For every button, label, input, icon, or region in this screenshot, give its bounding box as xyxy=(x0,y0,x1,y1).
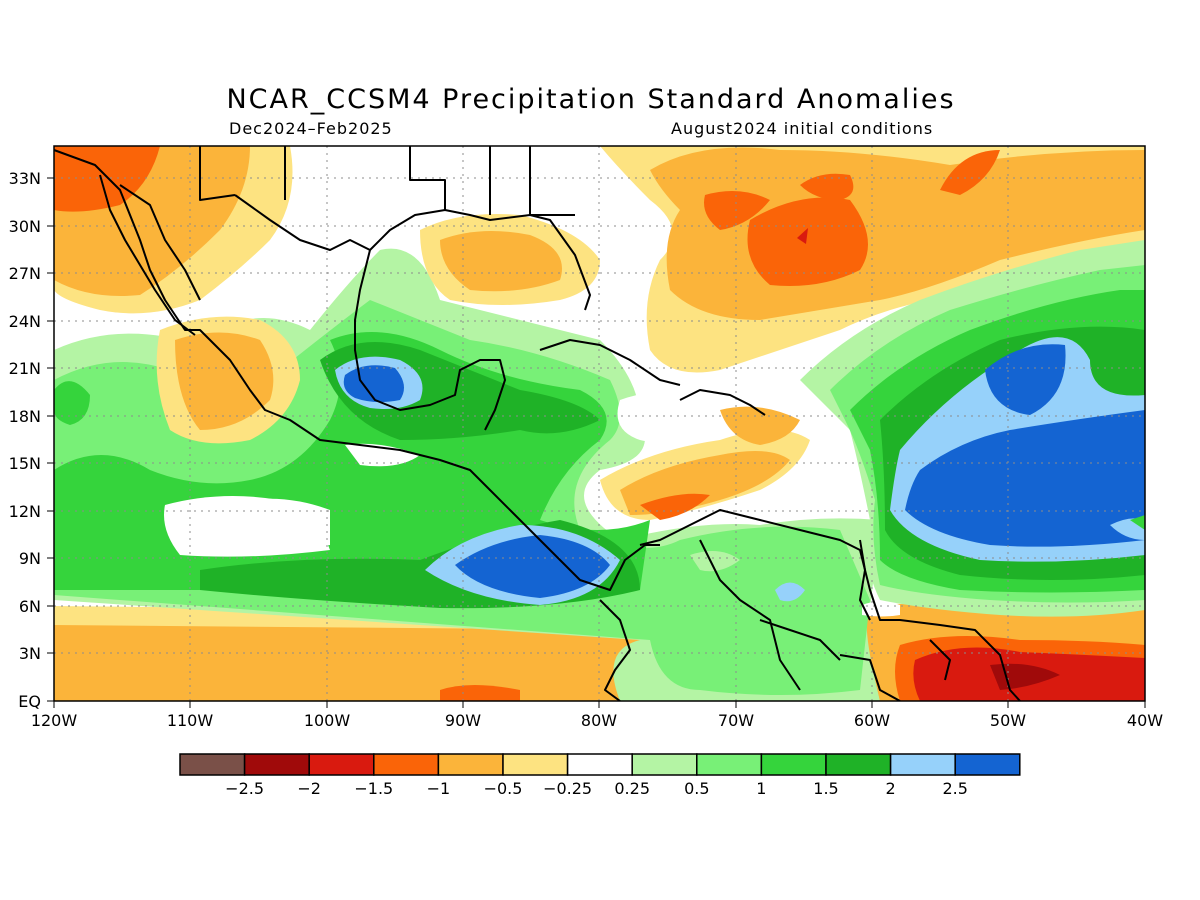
latitude-labels: 33N 30N 27N 24N 21N 18N 15N 12N 9N 6N 3N… xyxy=(9,169,41,711)
lat-label-30n: 30N xyxy=(9,217,41,236)
lon-label-90w: 90W xyxy=(445,711,481,730)
lat-label-3n: 3N xyxy=(19,644,41,663)
colorbar-swatch xyxy=(243,753,310,776)
colorbar-swatch xyxy=(631,753,698,776)
lon-label-80w: 80W xyxy=(581,711,617,730)
colorbar-swatch xyxy=(954,753,1021,776)
lon-label-100w: 100W xyxy=(304,711,351,730)
coastlines xyxy=(54,146,1021,701)
lon-label-110w: 110W xyxy=(167,711,214,730)
colorbar-labels: −2.5 −2 −1.5 −1 −0.5 −0.25 0.25 0.5 1 1.… xyxy=(225,779,968,798)
anomaly-field xyxy=(54,146,1145,701)
colorbar-label: 1 xyxy=(756,779,766,798)
colorbar-swatch xyxy=(825,753,892,776)
colorbar-swatch xyxy=(308,753,375,776)
lon-label-60w: 60W xyxy=(854,711,890,730)
colorbar-swatch xyxy=(760,753,827,776)
colorbar-label: −0.25 xyxy=(543,779,592,798)
lat-label-12n: 12N xyxy=(9,502,41,521)
colorbar: −2.5 −2 −1.5 −1 −0.5 −0.25 0.25 0.5 1 1.… xyxy=(179,753,1021,798)
colorbar-swatch xyxy=(696,753,763,776)
colorbar-label: 2 xyxy=(886,779,896,798)
lat-label-15n: 15N xyxy=(9,454,41,473)
lat-label-18n: 18N xyxy=(9,407,41,426)
lat-label-24n: 24N xyxy=(9,312,41,331)
colorbar-label: −0.5 xyxy=(484,779,523,798)
lon-label-40w: 40W xyxy=(1127,711,1163,730)
colorbar-swatch xyxy=(373,753,440,776)
lat-label-eq: EQ xyxy=(18,692,41,711)
colorbar-swatch xyxy=(179,753,246,776)
colorbar-label: 1.5 xyxy=(813,779,838,798)
longitude-labels: 120W 110W 100W 90W 80W 70W 60W 50W 40W xyxy=(31,711,1163,730)
colorbar-label: 0.25 xyxy=(614,779,650,798)
colorbar-swatch xyxy=(566,753,633,776)
colorbar-swatch xyxy=(437,753,504,776)
colorbar-label: 2.5 xyxy=(942,779,967,798)
lat-label-27n: 27N xyxy=(9,264,41,283)
colorbar-swatch xyxy=(889,753,956,776)
colorbar-label: −2 xyxy=(297,779,321,798)
colorbar-swatch xyxy=(502,753,569,776)
lat-label-6n: 6N xyxy=(19,597,41,616)
lat-label-9n: 9N xyxy=(19,549,41,568)
lon-label-50w: 50W xyxy=(990,711,1026,730)
colorbar-swatches xyxy=(179,753,1021,776)
colorbar-label: −1 xyxy=(427,779,451,798)
lat-label-21n: 21N xyxy=(9,359,41,378)
colorbar-label: 0.5 xyxy=(684,779,709,798)
gridlines xyxy=(54,146,1145,701)
initial-conditions: August2024 initial conditions xyxy=(671,119,934,138)
map-title: NCAR_CCSM4 Precipitation Standard Anomal… xyxy=(226,84,956,115)
forecast-period: Dec2024–Feb2025 xyxy=(229,119,393,138)
colorbar-label: −2.5 xyxy=(225,779,264,798)
lon-label-70w: 70W xyxy=(718,711,754,730)
axis-ticks xyxy=(47,177,1146,708)
lat-label-33n: 33N xyxy=(9,169,41,188)
colorbar-label: −1.5 xyxy=(354,779,393,798)
lon-label-120w: 120W xyxy=(31,711,78,730)
